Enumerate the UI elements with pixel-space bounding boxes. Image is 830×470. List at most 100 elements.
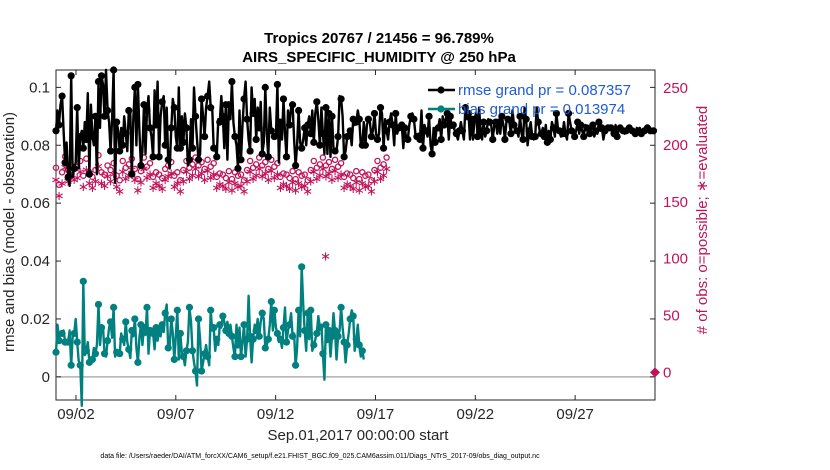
evaluated-obs-point: ∗ [111,180,122,195]
rmse-point [419,144,427,152]
rmse-point [449,121,457,129]
rmse-point [561,130,570,138]
bias-point [213,335,221,343]
rmse-point [164,156,172,164]
rmse-point [261,83,269,91]
bias-point [273,329,282,338]
rmse-point [255,124,263,132]
evaluated-obs-point: ∗ [348,182,359,197]
rmse-point [540,132,548,141]
bias-point [231,352,239,361]
bias-point [128,326,136,335]
rmse-point [179,138,187,146]
evaluated-obs-point: ∗ [354,183,365,198]
possible-obs-point [265,165,272,173]
possible-obs-point [307,166,315,174]
evaluated-obs-point: ∗ [148,181,159,196]
bias-point [204,352,212,361]
possible-obs-point [228,175,236,183]
possible-obs-point [104,162,111,169]
rmse-point [489,135,497,144]
bias-point [310,341,318,349]
possible-obs-point [204,156,211,164]
y2-tick-label: 100 [663,251,688,268]
rmse-point [91,112,100,120]
evaluated-obs-point: ∗ [314,169,325,184]
rmse-point [137,161,145,170]
evaluated-obs-point: ∗ [226,183,237,198]
possible-obs-point [116,177,123,184]
evaluated-obs-point: ∗ [324,166,335,181]
evaluated-obs-point: ∗ [284,182,295,197]
possible-obs-point [325,158,333,166]
rmse-point [258,150,266,158]
evaluated-obs-point: ∗ [54,189,65,204]
possible-obs-point [274,159,281,167]
bias-point [285,321,294,329]
evaluated-obs-point: ∗ [211,181,222,196]
bias-point [110,303,118,311]
rmse-point [519,135,527,144]
rmse-point [82,135,90,144]
evaluated-obs-point: ∗ [184,172,195,187]
possible-obs-point [349,174,357,182]
bias-point [261,344,269,352]
rmse-point [113,118,121,126]
rmse-point [370,109,379,118]
bias-point [292,361,300,369]
rmse-point [337,95,345,103]
evaluated-obs-point: ∗ [75,165,86,180]
rmse-point [480,118,488,126]
y-tick-label: 0.02 [21,311,50,328]
possible-obs-point [234,172,242,179]
evaluated-obs-point: ∗ [51,173,62,188]
possible-obs-point [292,175,299,183]
bias-point [97,324,106,332]
bias-point [334,332,342,340]
evaluated-obs-point: ∗ [375,172,386,187]
rmse-point [510,121,518,129]
evaluated-obs-point: ∗ [266,164,277,179]
possible-obs-point [362,172,369,179]
rmse-point [376,104,385,112]
rmse-point [477,127,485,135]
evaluated-obs-point: ∗ [96,177,107,192]
rmse-point [340,153,348,161]
evaluated-obs-point: ∗ [157,182,168,197]
possible-obs-point [243,166,251,174]
bias-point [325,326,333,335]
evaluated-obs-point: ∗ [269,171,280,186]
possible-obs-point [201,165,208,173]
rmse-point [577,121,585,129]
rmse-point [67,72,75,80]
possible-obs-point [189,161,196,168]
rmse-point [267,127,275,135]
possible-obs-point [289,167,296,175]
rmse-point [595,118,603,126]
rmse-point [182,124,191,132]
possible-obs-point [371,166,378,174]
rmse-point [346,127,354,135]
evaluated-obs-point: ∗ [129,173,140,188]
rmse-point [264,153,272,161]
rmse-point [246,147,254,155]
rmse-point [473,132,482,141]
rmse-point [498,112,506,120]
bias-point [349,312,357,320]
evaluated-obs-point: ∗ [81,163,92,178]
bias-point [228,332,236,340]
rmse-point [549,124,557,132]
rmse-point [334,132,342,141]
evaluated-obs-point: ∗ [257,170,268,185]
evaluated-obs-point: ∗ [220,182,231,197]
x-tick-label: 09/27 [556,406,594,423]
rmse-point [73,104,81,112]
rmse-point [292,161,300,170]
possible-obs-point [365,171,372,178]
rmse-point [94,77,103,86]
evaluated-obs-point: ∗ [317,162,328,177]
bias-point [267,297,275,306]
y2-tick-label: 50 [663,308,680,325]
evaluated-obs-point: ∗ [169,180,180,195]
